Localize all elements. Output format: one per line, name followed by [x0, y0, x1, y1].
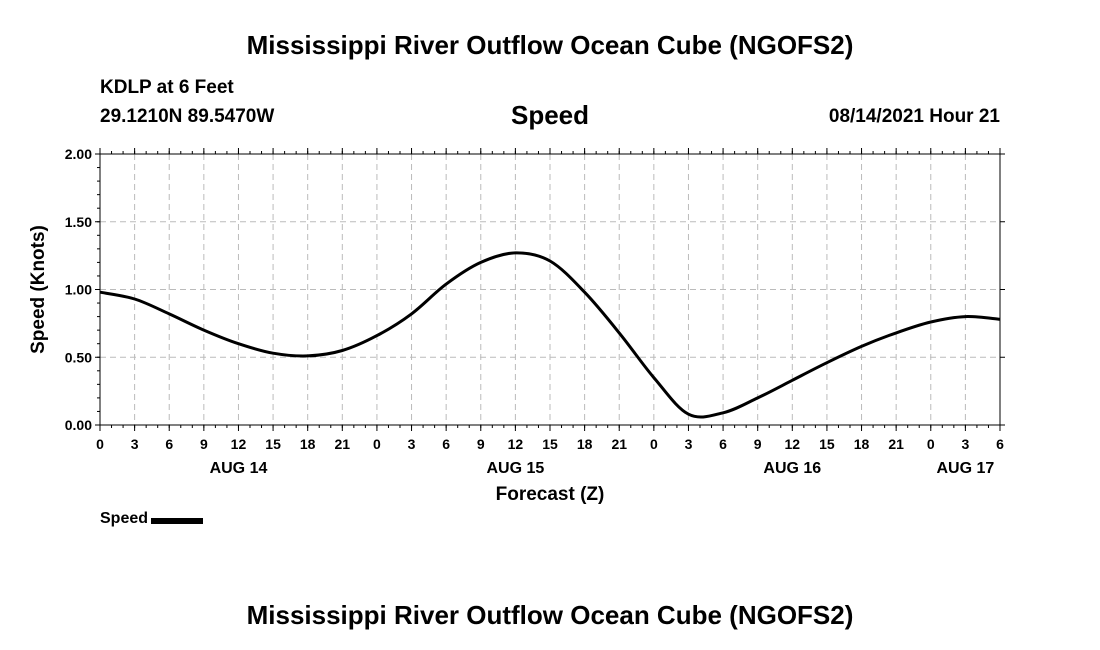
legend: Speed	[100, 510, 204, 528]
x-tick-label: 15	[265, 436, 281, 452]
plot-frame	[99, 153, 1001, 426]
y-tick-label: 0.50	[65, 349, 92, 365]
series-line-speed	[99, 251, 1001, 419]
station-label: KDLP at 6 Feet	[100, 77, 234, 98]
x-tick-label: 0	[650, 436, 658, 452]
x-tick-label: 12	[508, 436, 524, 452]
x-tick-label: 3	[961, 436, 969, 452]
x-tick-label: 0	[96, 436, 104, 452]
x-tick-label: 12	[785, 436, 801, 452]
y-tick-label: 1.50	[65, 214, 92, 230]
x-tick-label: 12	[231, 436, 247, 452]
x-tick-label: 6	[719, 436, 727, 452]
day-label: AUG 16	[763, 460, 821, 477]
x-tick-label: 3	[685, 436, 693, 452]
footer-title: Mississippi River Outflow Ocean Cube (NG…	[246, 600, 854, 630]
x-tick-label: 6	[165, 436, 173, 452]
x-tick-label: 15	[819, 436, 835, 452]
x-tick-label: 9	[754, 436, 762, 452]
x-tick-label: 9	[200, 436, 208, 452]
parameter-title: Speed	[510, 100, 590, 130]
x-tick-label: 0	[373, 436, 381, 452]
day-label: AUG 15	[486, 460, 544, 477]
x-tick-label: 18	[854, 436, 870, 452]
x-tick-label: 0	[927, 436, 935, 452]
x-tick-label: 3	[131, 436, 139, 452]
station-coordinates: 29.1210N 89.5470W	[100, 106, 275, 127]
x-tick-label: 15	[542, 436, 558, 452]
chart-title: Mississippi River Outflow Ocean Cube (NG…	[246, 30, 854, 60]
x-tick-label: 6	[996, 436, 1004, 452]
day-label: AUG 14	[210, 460, 268, 477]
x-tick-label: 21	[888, 436, 904, 452]
x-tick-label: 18	[577, 436, 593, 452]
x-tick-label: 6	[442, 436, 450, 452]
x-tick-label: 9	[477, 436, 485, 452]
x-tick-label: 3	[408, 436, 416, 452]
legend-line-swatch	[151, 518, 204, 524]
legend-label: Speed	[100, 510, 149, 527]
y-tick-label: 2.00	[65, 146, 92, 162]
x-tick-label: 21	[611, 436, 627, 452]
y-tick-label: 0.00	[65, 417, 92, 433]
x-tick-label: 21	[335, 436, 351, 452]
x-axis-label: Forecast (Z)	[496, 484, 605, 505]
forecast-datetime: 08/14/2021 Hour 21	[828, 106, 1000, 127]
y-axis-label: Speed (Knots)	[28, 225, 49, 354]
day-label: AUG 17	[936, 460, 994, 477]
y-tick-label: 1.00	[65, 282, 92, 298]
x-tick-label: 18	[300, 436, 316, 452]
